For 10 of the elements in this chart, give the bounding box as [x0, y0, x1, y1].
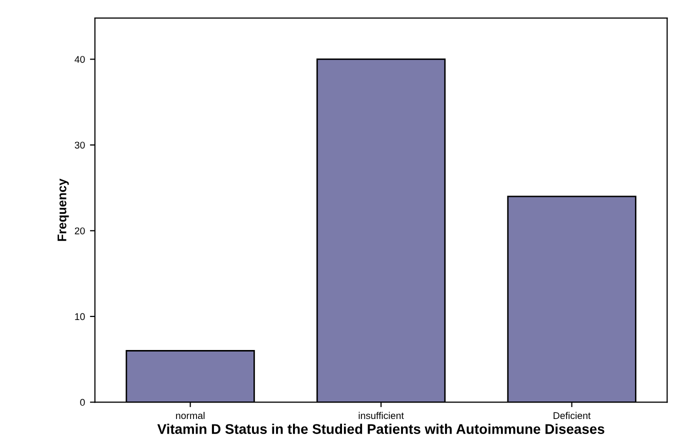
y-tick-label: 30: [74, 142, 85, 149]
y-tick-label: 20: [74, 227, 85, 234]
x-tick-label: insufficient: [358, 412, 404, 420]
x-tick-label: Deficient: [554, 412, 591, 420]
x-axis-title: Vitamin D Status in the Studied Patients with Autoimmune Diseases: [157, 424, 604, 434]
x-tick-label: normal: [176, 412, 204, 420]
y-axis-title: Frequency: [58, 178, 69, 241]
y-tick-label: 0: [80, 398, 85, 406]
y-tick-label: 40: [74, 56, 85, 63]
y-tick-label: 10: [75, 313, 85, 320]
